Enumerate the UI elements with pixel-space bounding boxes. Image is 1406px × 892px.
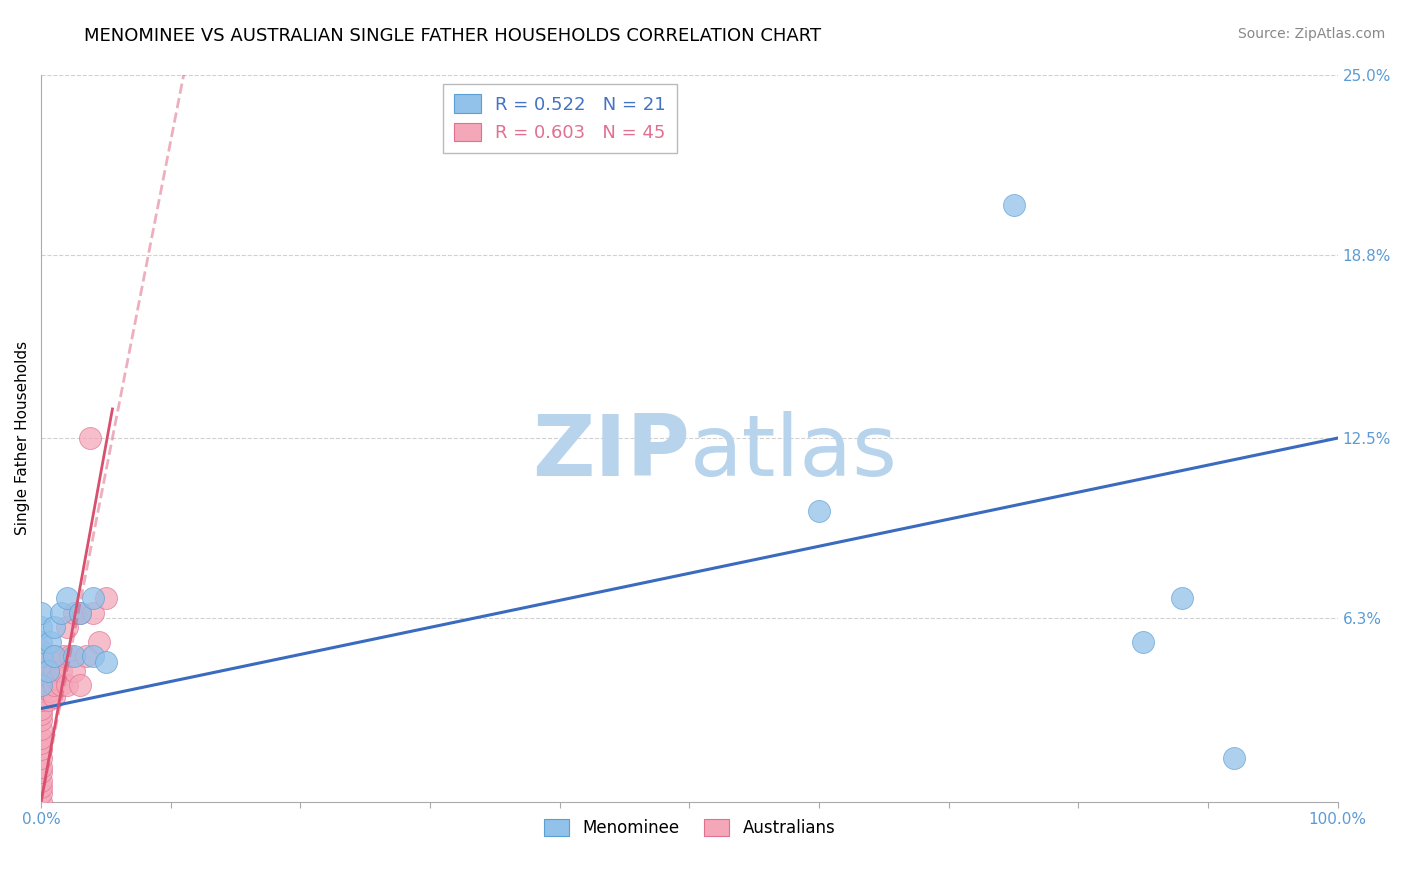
Y-axis label: Single Father Households: Single Father Households — [15, 341, 30, 535]
Point — [30, 786, 52, 800]
Point — [37, 664, 59, 678]
Point — [49, 678, 72, 692]
Point — [30, 684, 52, 698]
Point — [76, 649, 98, 664]
Point — [808, 504, 831, 518]
Point — [30, 669, 52, 683]
Point — [62, 606, 84, 620]
Point — [30, 643, 52, 657]
Text: Source: ZipAtlas.com: Source: ZipAtlas.com — [1237, 27, 1385, 41]
Point — [45, 673, 67, 687]
Point — [37, 664, 59, 678]
Point — [30, 678, 52, 692]
Point — [82, 649, 104, 664]
Point — [30, 713, 52, 727]
Point — [34, 678, 56, 692]
Point — [30, 736, 52, 750]
Point — [30, 649, 52, 664]
Point — [94, 591, 117, 605]
Point — [30, 606, 52, 620]
Point — [59, 649, 82, 664]
Point — [30, 751, 52, 765]
Point — [94, 655, 117, 669]
Text: atlas: atlas — [689, 411, 897, 494]
Point — [42, 649, 65, 664]
Point — [39, 684, 62, 698]
Point — [1132, 634, 1154, 648]
Point — [30, 634, 52, 648]
Point — [62, 664, 84, 678]
Point — [42, 664, 65, 678]
Point — [42, 690, 65, 704]
Point — [69, 606, 91, 620]
Text: ZIP: ZIP — [531, 411, 689, 494]
Point — [79, 431, 101, 445]
Point — [30, 722, 52, 736]
Point — [49, 664, 72, 678]
Point — [69, 678, 91, 692]
Point — [56, 591, 79, 605]
Point — [30, 657, 52, 672]
Point — [30, 760, 52, 774]
Point — [30, 693, 52, 707]
Text: MENOMINEE VS AUSTRALIAN SINGLE FATHER HOUSEHOLDS CORRELATION CHART: MENOMINEE VS AUSTRALIAN SINGLE FATHER HO… — [84, 27, 821, 45]
Point — [30, 795, 52, 809]
Point — [41, 673, 63, 687]
Point — [1171, 591, 1194, 605]
Point — [56, 620, 79, 634]
Point — [82, 606, 104, 620]
Point — [42, 620, 65, 634]
Point — [30, 678, 52, 692]
Point — [1002, 198, 1025, 212]
Point — [49, 606, 72, 620]
Point — [30, 780, 52, 794]
Point — [30, 742, 52, 756]
Point — [89, 634, 111, 648]
Point — [62, 649, 84, 664]
Point — [30, 765, 52, 780]
Point — [56, 678, 79, 692]
Point — [30, 620, 52, 634]
Point — [69, 606, 91, 620]
Point — [53, 649, 76, 664]
Point — [1223, 751, 1246, 765]
Legend: Menominee, Australians: Menominee, Australians — [537, 813, 842, 844]
Point — [42, 678, 65, 692]
Point — [30, 731, 52, 745]
Point — [82, 591, 104, 605]
Point — [39, 634, 62, 648]
Point — [30, 774, 52, 789]
Point — [30, 707, 52, 722]
Point — [42, 649, 65, 664]
Point — [37, 693, 59, 707]
Point — [30, 701, 52, 715]
